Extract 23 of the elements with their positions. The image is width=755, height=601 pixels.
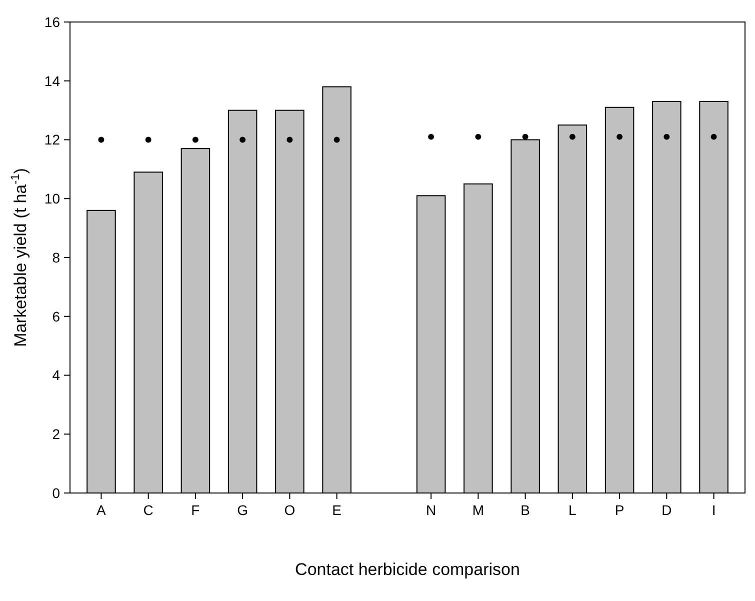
x-tick-label: G <box>237 502 248 518</box>
x-tick-label: O <box>284 502 296 518</box>
x-tick-label: C <box>143 502 154 518</box>
y-tick-label: 14 <box>44 72 60 89</box>
x-tick-label: E <box>332 502 342 518</box>
y-tick-label: 16 <box>44 14 60 30</box>
x-tick-label: D <box>662 502 672 518</box>
y-tick-label: 10 <box>44 190 60 207</box>
x-tick-label: I <box>712 502 716 518</box>
x-tick-label: P <box>614 502 624 518</box>
x-tick-label: A <box>96 502 107 518</box>
x-tick-label: L <box>568 502 577 518</box>
x-tick-label: M <box>472 502 484 518</box>
y-tick-label: 0 <box>52 484 60 501</box>
y-tick-label: 4 <box>52 367 60 384</box>
x-tick-label: F <box>191 502 200 518</box>
y-tick-label: 12 <box>44 132 60 148</box>
x-axis-title: Contact herbicide comparison <box>295 560 520 579</box>
y-tick-label: 8 <box>52 249 60 266</box>
x-tick-label: B <box>520 502 530 518</box>
x-tick-label: N <box>426 502 436 518</box>
y-tick-label: 6 <box>52 308 60 324</box>
y-tick-label: 2 <box>52 426 60 442</box>
